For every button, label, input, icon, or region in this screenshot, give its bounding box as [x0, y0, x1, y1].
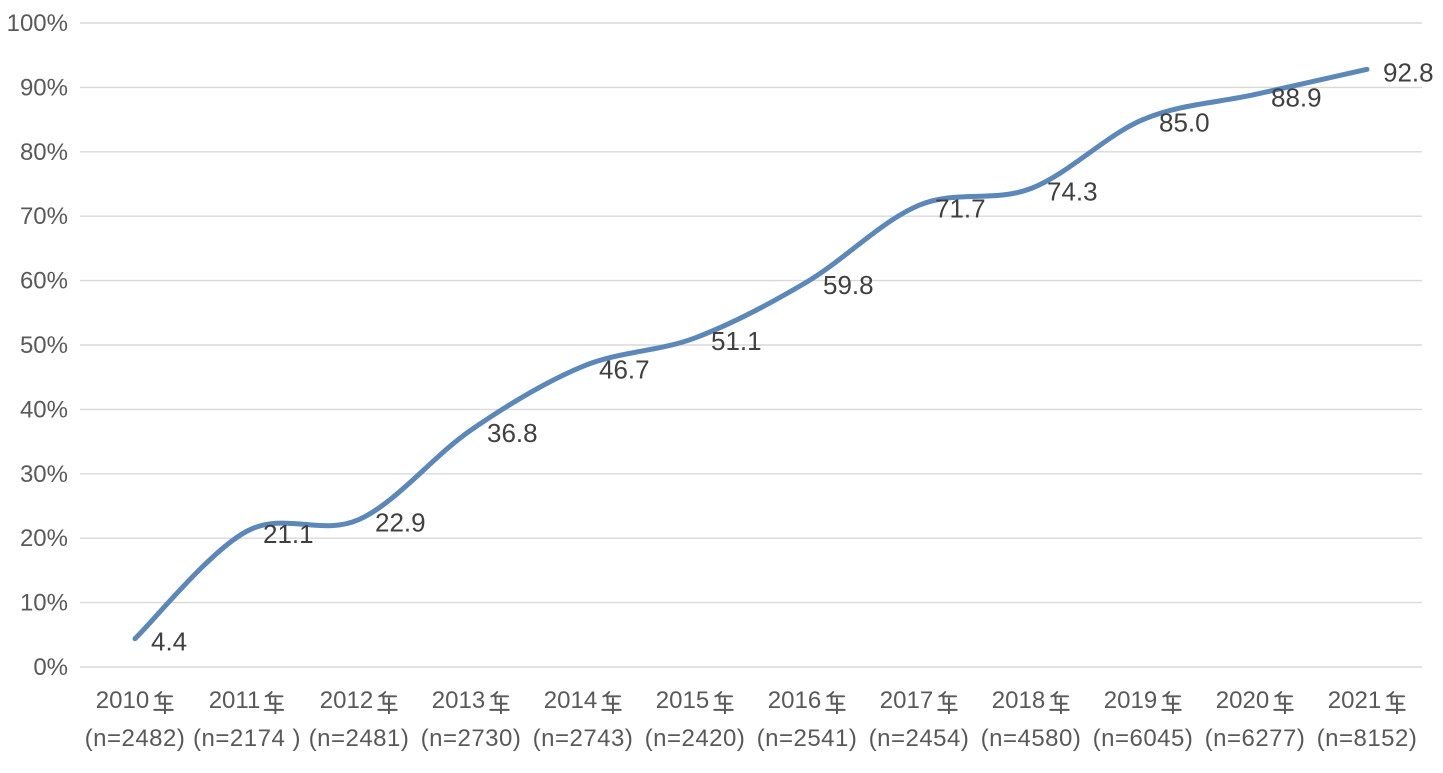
y-tick-label: 0% [33, 654, 68, 681]
data-point-label: 46.7 [599, 354, 650, 384]
data-point-label: 4.4 [151, 627, 187, 657]
y-tick-label: 20% [20, 525, 68, 552]
data-point-label: 92.8 [1383, 57, 1434, 87]
data-point-label: 36.8 [487, 418, 538, 448]
data-point-label: 85.0 [1159, 108, 1210, 138]
series-line [132, 66, 1370, 642]
data-point-label: 71.7 [935, 193, 986, 223]
y-tick-label: 60% [20, 268, 68, 295]
y-tick-label: 90% [20, 74, 68, 101]
data-point-label: 59.8 [823, 270, 874, 300]
y-tick-label: 30% [20, 461, 68, 488]
y-tick-label: 80% [20, 139, 68, 166]
data-point-label: 21.1 [263, 519, 314, 549]
data-point-label: 74.3 [1047, 177, 1098, 207]
y-tick-label: 100% [7, 10, 68, 37]
data-point-label: 51.1 [711, 326, 762, 356]
data-point-label: 22.9 [375, 508, 426, 538]
y-tick-label: 40% [20, 396, 68, 423]
data-point-label: 88.9 [1271, 82, 1322, 112]
y-tick-label: 50% [20, 332, 68, 359]
y-tick-label: 10% [20, 590, 68, 617]
y-tick-label: 70% [20, 203, 68, 230]
